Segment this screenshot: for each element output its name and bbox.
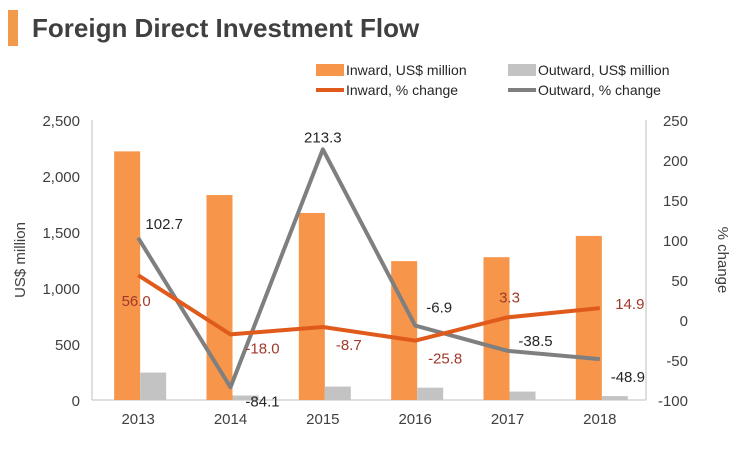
legend-label: Outward, US$ million	[538, 62, 670, 78]
y2-axis-title: % change	[714, 227, 731, 294]
inward-bar-2018	[575, 235, 602, 400]
outward-change-line	[136, 147, 601, 390]
y-tick-label: 1,500	[42, 225, 80, 242]
outward-change-label-2017: -38.5	[518, 333, 552, 350]
outward-change-label-2014: -84.1	[245, 393, 279, 410]
outward-bar-2013	[140, 372, 167, 400]
outward-bar-2017	[509, 391, 536, 400]
y2-tick-label: 150	[663, 193, 688, 210]
outward-bar-2015	[324, 386, 351, 400]
y-tick-label: 2,000	[42, 169, 80, 186]
x-tick-label: 2017	[491, 411, 524, 428]
y-tick-label: 1,000	[42, 281, 80, 298]
y2-tick-label: 0	[680, 313, 688, 330]
legend-label: Inward, US$ million	[346, 62, 467, 78]
legend-label: Inward, % change	[346, 82, 458, 98]
y-tick-label: 500	[55, 337, 80, 354]
inward-change-label-2016: -25.8	[428, 351, 462, 368]
inward-bar-2013	[114, 151, 141, 400]
inward-change-label-2018: 14.9	[615, 296, 644, 313]
chart-title: Foreign Direct Investment Flow	[32, 13, 420, 43]
inward-bar-2016	[391, 261, 418, 400]
y2-tick-label: -100	[658, 393, 688, 410]
legend-swatch-outward-bar	[508, 64, 536, 76]
inward-change-label-2013: 56.0	[122, 293, 151, 310]
y2-tick-label: 200	[663, 153, 688, 170]
outward-change-label-2016: -6.9	[426, 300, 452, 317]
y2-tick-label: -50	[666, 353, 688, 370]
inward-change-line	[137, 273, 601, 343]
x-tick-label: 2014	[214, 411, 247, 428]
x-tick-label: 2013	[121, 411, 154, 428]
inward-change-label-2015: -8.7	[336, 337, 362, 354]
y2-tick-label: 250	[663, 113, 688, 130]
y-tick-label: 0	[72, 393, 80, 410]
inward-bar-2015	[298, 212, 325, 400]
outward-change-label-2018: -48.9	[611, 369, 645, 386]
outward-change-label-2015: 213.3	[304, 129, 342, 146]
y2-tick-label: 100	[663, 233, 688, 250]
outward-bar-2018	[601, 396, 628, 400]
inward-change-label-2017: 3.3	[499, 289, 520, 306]
inward-change-label-2014: -18.0	[245, 340, 279, 357]
legend-label: Outward, % change	[538, 82, 661, 98]
x-tick-label: 2018	[583, 411, 616, 428]
outward-bar-2014	[232, 395, 259, 400]
outward-bar-2016	[417, 387, 444, 400]
x-tick-label: 2015	[306, 411, 339, 428]
x-tick-label: 2016	[398, 411, 431, 428]
y-axis-title: US$ million	[12, 222, 29, 298]
y-tick-label: 2,500	[42, 113, 80, 130]
inward-bar-2017	[483, 257, 510, 400]
outward-change-label-2013: 102.7	[145, 216, 183, 233]
y2-tick-label: 50	[671, 273, 688, 290]
title-accent-bar	[8, 10, 18, 46]
legend-swatch-inward-bar	[316, 64, 344, 76]
